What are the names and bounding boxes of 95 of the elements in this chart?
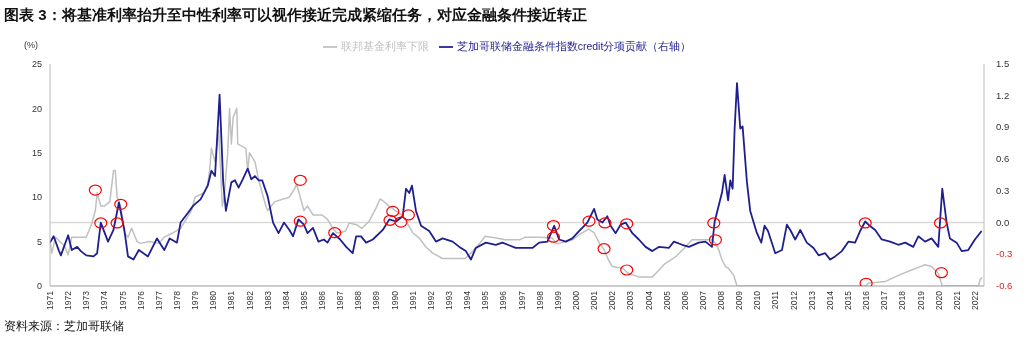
y2-tick-label: 0.6 bbox=[996, 153, 1010, 165]
x-tick-label: 1995 bbox=[480, 290, 491, 310]
point bbox=[858, 217, 872, 229]
point bbox=[707, 217, 721, 229]
point bbox=[933, 217, 948, 229]
x-tick-label: 2001 bbox=[589, 290, 600, 310]
x-tick-label: 2006 bbox=[679, 290, 690, 310]
point bbox=[708, 234, 723, 246]
x-tick-label: 2022 bbox=[969, 290, 980, 310]
chart-title: 图表 3：将基准利率抬升至中性利率可以视作接近完成紧缩任务，对应金融条件接近转正 bbox=[4, 6, 587, 25]
x-tick-label: 2002 bbox=[607, 290, 618, 310]
x-tick-label: 1993 bbox=[444, 290, 455, 310]
point bbox=[110, 217, 124, 229]
x-tick-label: 1985 bbox=[298, 290, 309, 310]
point bbox=[546, 220, 561, 232]
x-tick-label: 1996 bbox=[498, 290, 509, 310]
x-tick-label: 1971 bbox=[45, 290, 56, 310]
y-tick-label: 25 bbox=[31, 59, 42, 70]
x-tick-label: 1980 bbox=[208, 290, 219, 310]
x-tick-label: 1994 bbox=[462, 290, 473, 310]
x-tick-label: 1986 bbox=[317, 290, 328, 310]
point bbox=[293, 215, 307, 227]
x-tick-label: 2000 bbox=[570, 290, 581, 310]
x-tick-label: 1991 bbox=[407, 290, 418, 310]
x-tick-label: 1997 bbox=[516, 290, 527, 310]
y2-tick-label: 1.5 bbox=[996, 58, 1010, 69]
x-tick-label: 2017 bbox=[879, 290, 890, 310]
x-tick-label: 1981 bbox=[226, 290, 237, 310]
x-tick-label: 1983 bbox=[262, 290, 273, 310]
x-tick-label: 1999 bbox=[552, 290, 563, 310]
y-tick-label: 20 bbox=[31, 103, 42, 114]
line-series bbox=[50, 82, 983, 261]
y-tick-label: 10 bbox=[31, 192, 42, 203]
y-tick-label: 0 bbox=[36, 281, 42, 292]
x-tick-label: 1975 bbox=[117, 290, 128, 310]
point bbox=[94, 217, 108, 229]
x-tick-label: 1982 bbox=[244, 290, 255, 310]
x-tick-label: 2019 bbox=[915, 290, 926, 310]
y2-tick-label: 1.2 bbox=[996, 89, 1010, 101]
point bbox=[598, 217, 612, 229]
point bbox=[293, 174, 307, 186]
x-tick-label: 1998 bbox=[534, 290, 545, 310]
point bbox=[620, 218, 634, 230]
x-tick-label: 2008 bbox=[716, 290, 727, 310]
x-tick-label: 2010 bbox=[752, 290, 763, 310]
legend-label: 芝加哥联储金融条件指数credit分项贡献（右轴） bbox=[456, 40, 692, 52]
x-tick-label: 2004 bbox=[643, 290, 654, 310]
y-axis-title: (%) bbox=[24, 40, 38, 50]
y2-tick-label: 0.3 bbox=[996, 184, 1010, 196]
x-tick-label: 2012 bbox=[788, 290, 799, 310]
point bbox=[88, 184, 102, 196]
x-tick-label: 2003 bbox=[625, 290, 636, 310]
point bbox=[934, 267, 948, 279]
x-tick-label: 1972 bbox=[63, 290, 74, 310]
x-tick-label: 1974 bbox=[99, 290, 110, 310]
x-tick-label: 1988 bbox=[353, 290, 364, 310]
point bbox=[620, 264, 634, 276]
x-tick-label: 2005 bbox=[661, 290, 672, 310]
x-tick-label: 1973 bbox=[81, 290, 92, 310]
point bbox=[401, 209, 415, 221]
x-tick-label: 2021 bbox=[951, 290, 962, 310]
x-tick-label: 2018 bbox=[897, 290, 908, 310]
x-tick-label: 1992 bbox=[425, 290, 436, 310]
x-tick-label: 2007 bbox=[697, 290, 708, 310]
point bbox=[394, 216, 408, 228]
legend-label: 联邦基金利率下限 bbox=[340, 40, 429, 52]
point bbox=[328, 227, 342, 239]
point bbox=[546, 231, 561, 243]
point bbox=[386, 205, 400, 218]
x-tick-label: 2011 bbox=[770, 290, 781, 310]
x-tick-label: 1990 bbox=[389, 290, 400, 310]
x-tick-label: 2020 bbox=[933, 290, 944, 310]
x-tick-label: 2013 bbox=[806, 290, 817, 310]
x-tick-label: 1977 bbox=[153, 290, 164, 310]
y2-tick-label: 0.0 bbox=[996, 216, 1010, 228]
y2-tick-label: -0.3 bbox=[996, 248, 1013, 260]
x-tick-label: 1987 bbox=[335, 290, 346, 310]
x-tick-label: 2015 bbox=[843, 290, 854, 310]
x-tick-label: 1976 bbox=[135, 290, 146, 310]
y2-tick-label: -0.6 bbox=[996, 280, 1013, 291]
point bbox=[383, 214, 397, 226]
x-tick-label: 2014 bbox=[824, 290, 835, 310]
x-tick-label: 1989 bbox=[371, 290, 382, 310]
y2-tick-label: 0.9 bbox=[996, 121, 1010, 133]
x-tick-label: 1984 bbox=[280, 290, 291, 310]
text: 资料来源：芝加哥联储 bbox=[4, 318, 124, 335]
point bbox=[597, 243, 611, 255]
x-tick-label: 2016 bbox=[861, 290, 872, 310]
point bbox=[582, 215, 596, 227]
y-tick-label: 5 bbox=[36, 236, 42, 247]
x-tick-label: 2009 bbox=[734, 290, 745, 310]
x-tick-label: 1979 bbox=[190, 290, 201, 310]
point bbox=[114, 198, 128, 210]
y-tick-label: 15 bbox=[31, 147, 42, 158]
x-tick-label: 1978 bbox=[171, 290, 182, 310]
